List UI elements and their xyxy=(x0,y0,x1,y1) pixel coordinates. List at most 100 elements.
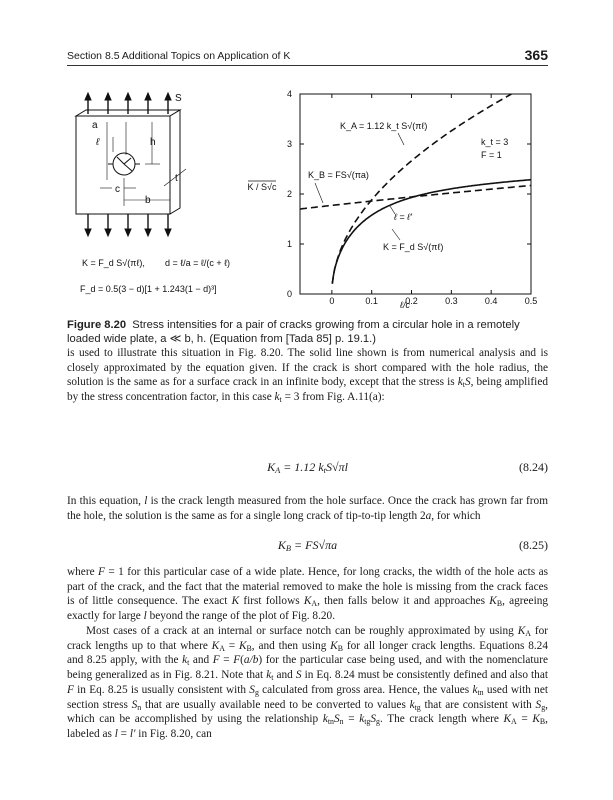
math-symbol: K xyxy=(489,595,497,608)
math-symbol: k xyxy=(472,683,478,696)
subscript: A xyxy=(311,599,318,609)
formula-k: K = F_d S√(πℓ), xyxy=(82,258,145,268)
text-run: calculated from gross area. Hence, the v… xyxy=(258,683,473,696)
math-symbol: l xyxy=(114,727,118,740)
text-run: is the crack length measured from the ho… xyxy=(67,495,548,522)
x-tick-label: 0.3 xyxy=(445,296,458,306)
formula-d: d = ℓ/a = ℓ/(c + ℓ) xyxy=(165,258,230,268)
label-S: S xyxy=(175,93,182,104)
subscript: t xyxy=(279,395,282,405)
math-symbol: l xyxy=(143,610,147,623)
equation-number: (8.24) xyxy=(519,460,548,474)
math-symbol: K xyxy=(211,639,220,652)
text-run: is used to illustrate this situation in … xyxy=(67,347,548,389)
math-symbol: πl xyxy=(338,460,348,474)
math-symbol: S xyxy=(325,460,332,474)
paragraph-1: is used to illustrate this situation in … xyxy=(67,346,548,405)
label-l: ℓ xyxy=(95,137,100,148)
text-run: where xyxy=(67,566,99,578)
arrow-head xyxy=(144,91,152,101)
y-tick-label: 3 xyxy=(287,139,292,149)
text-run: = 3 from Fig. A.11(a): xyxy=(281,391,385,404)
arrow-head xyxy=(164,91,172,101)
text-run: for crack lengths up to that where xyxy=(67,625,549,652)
math-symbol: S xyxy=(370,713,377,726)
arrow-head xyxy=(144,228,152,238)
subscript: B xyxy=(337,643,343,653)
math-symbol: K xyxy=(238,639,247,652)
text-run: ( xyxy=(240,654,244,667)
text-run: Most cases of a crack at an internal or … xyxy=(86,625,518,637)
math-symbol: k xyxy=(274,391,280,404)
paragraph-3: where F = 1 for this particular case of … xyxy=(67,565,548,624)
series-line-3 xyxy=(331,178,532,284)
text-run: , then falls below it and approaches xyxy=(317,595,490,608)
math-symbol: K xyxy=(517,625,526,637)
annotation-intersection: ℓ = ℓ' xyxy=(393,212,412,222)
y-tick-label: 2 xyxy=(287,189,292,199)
math-symbol: k xyxy=(266,669,272,682)
annotation-kb: K_B = FS√(πa) xyxy=(308,170,369,180)
subscript: A xyxy=(511,717,517,727)
math-symbol: k xyxy=(318,460,324,474)
subscript: t xyxy=(187,658,190,668)
arrow-head xyxy=(84,91,92,101)
subscript: t xyxy=(271,673,274,683)
subscript: t xyxy=(462,380,465,390)
label-h: h xyxy=(150,137,156,148)
text-run: = xyxy=(224,639,239,652)
x-tick-label: 0.1 xyxy=(365,296,378,306)
y-tick-label: 4 xyxy=(287,89,292,99)
text-run: , labeled as xyxy=(67,713,548,740)
y-tick-label: 1 xyxy=(287,239,292,249)
caption-label: Figure 8.20 xyxy=(67,319,127,331)
math-symbol: K xyxy=(277,538,286,552)
subscript: A xyxy=(275,466,281,475)
subscript: tg xyxy=(414,702,421,712)
text-run: , for which xyxy=(431,509,481,522)
x-tick-label: 0.2 xyxy=(405,296,418,306)
paragraph-2: In this equation, l is the crack length … xyxy=(67,494,548,523)
annotation-kt: k_t = 3 xyxy=(481,137,508,147)
arrow-head xyxy=(104,228,112,238)
math-symbol: K xyxy=(532,713,540,726)
math-symbol: K xyxy=(503,713,512,726)
subscript: tn xyxy=(327,717,334,727)
text-run: ) for the particular case being used, an… xyxy=(67,654,548,682)
text-run: = xyxy=(291,538,306,552)
label-t: t xyxy=(175,173,178,184)
subscript: A xyxy=(525,629,531,638)
subscript: t xyxy=(323,466,326,475)
math-symbol: FS xyxy=(305,538,319,552)
arrow-head xyxy=(124,91,132,101)
label-c: c xyxy=(115,184,120,195)
label-a: a xyxy=(92,120,98,131)
subscript: B xyxy=(539,717,546,727)
equation-body: KA = 1.12 ktS√πl xyxy=(67,460,548,475)
annotation-ka: K_A = 1.12 k_t S√(πℓ) xyxy=(340,121,427,131)
x-axis-label: ℓ/c xyxy=(399,300,410,310)
label-b: b xyxy=(145,195,151,206)
figure-caption: Figure 8.20 Stress intensities for a pai… xyxy=(67,318,548,346)
text-run: = 1 for this particular case of a wide p… xyxy=(67,566,548,608)
y-tick-label: 0 xyxy=(287,289,292,299)
subscript: B xyxy=(246,643,252,653)
text-run: = 1.12 xyxy=(280,460,319,474)
math-symbol: k xyxy=(457,376,463,389)
subscript: n xyxy=(339,717,344,727)
page-number: 365 xyxy=(524,47,548,63)
text-run: , agreeing exactly for large xyxy=(67,595,549,623)
paragraph-4: Most cases of a crack at an internal or … xyxy=(67,624,548,742)
arrow-head xyxy=(84,228,92,238)
math-symbol: S xyxy=(131,698,138,711)
annotation-leader xyxy=(397,132,405,146)
formula-fd: F_d = 0.5(3 − d)[1 + 1.243(1 − d)³] xyxy=(80,284,217,294)
arrow-head xyxy=(104,91,112,101)
math-symbol: l xyxy=(144,495,148,507)
subscript: g xyxy=(254,687,259,697)
math-symbol: l′ xyxy=(129,727,136,740)
math-symbol: F xyxy=(98,566,105,578)
subscript: B xyxy=(496,599,503,609)
x-tick-label: 0.4 xyxy=(485,296,498,306)
text-run: = xyxy=(117,727,130,740)
